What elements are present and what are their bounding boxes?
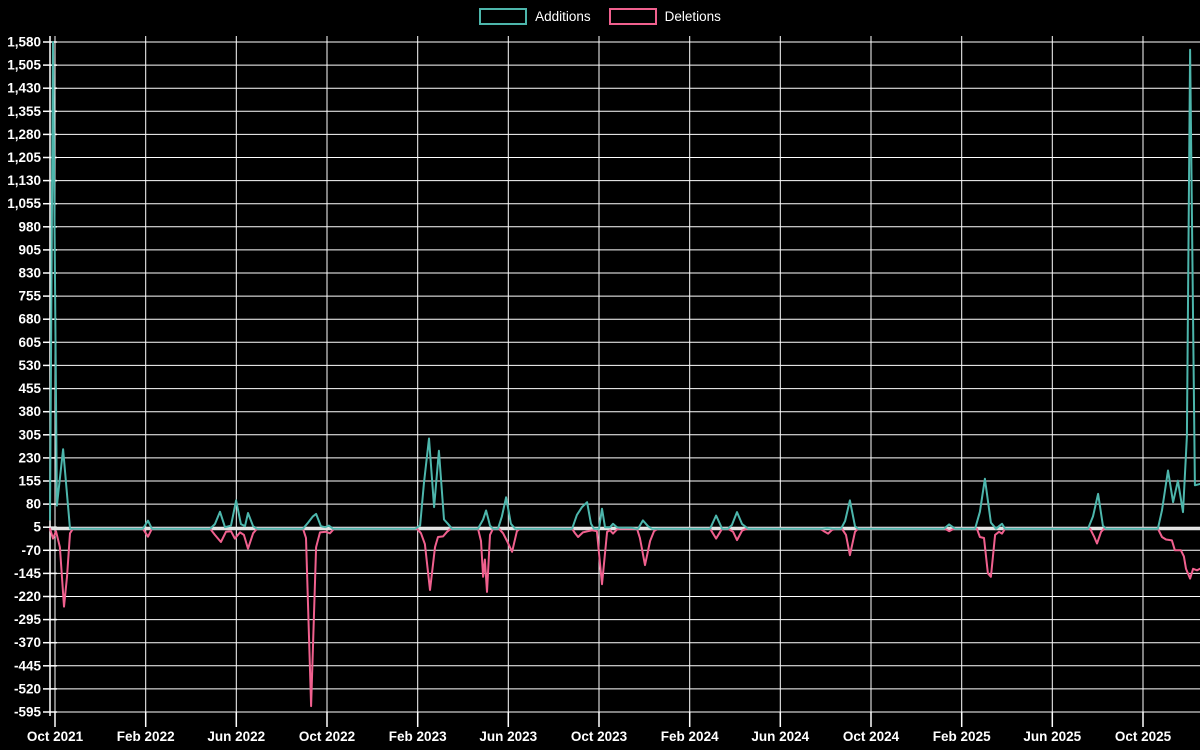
additions-line[interactable] — [49, 41, 1200, 530]
x-tick-label: Feb 2024 — [661, 729, 719, 744]
legend-item-additions[interactable]: Additions — [479, 8, 591, 25]
x-tick-label: Oct 2024 — [843, 729, 900, 744]
y-tick-label: 905 — [18, 242, 41, 257]
x-tick-label: Feb 2023 — [389, 729, 447, 744]
y-tick-label: 1,130 — [7, 173, 41, 188]
x-tick-label: Oct 2021 — [27, 729, 84, 744]
y-tick-label: 1,580 — [7, 35, 41, 50]
y-tick-label: 1,205 — [7, 150, 41, 165]
y-tick-label: 455 — [18, 381, 41, 396]
y-tick-label: 155 — [18, 474, 41, 489]
x-tick-label: Jun 2022 — [207, 729, 265, 744]
y-tick-label: 605 — [18, 335, 41, 350]
x-tick-label: Feb 2022 — [117, 729, 175, 744]
y-tick-label: 830 — [18, 266, 41, 281]
y-tick-label: -295 — [14, 612, 42, 627]
y-tick-label: 230 — [18, 450, 41, 465]
y-tick-label: 1,355 — [7, 104, 41, 119]
y-tick-label: -70 — [21, 543, 41, 558]
y-tick-label: 1,430 — [7, 81, 41, 96]
y-tick-label: 530 — [18, 358, 41, 373]
y-tick-label: 1,505 — [7, 58, 41, 73]
y-tick-label: 5 — [33, 520, 41, 535]
y-tick-label: 980 — [18, 219, 41, 234]
deletions-swatch-icon — [608, 8, 657, 25]
x-tick-label: Feb 2025 — [933, 729, 991, 744]
y-tick-label: -220 — [14, 589, 41, 604]
y-tick-label: -595 — [14, 705, 42, 720]
y-tick-label: -145 — [14, 566, 42, 581]
y-tick-label: -520 — [14, 681, 41, 696]
legend-label-deletions: Deletions — [664, 9, 721, 24]
y-tick-label: 80 — [26, 497, 41, 512]
additions-swatch-icon — [479, 8, 528, 25]
chart-legend: Additions Deletions — [0, 8, 1200, 25]
x-tick-label: Jun 2025 — [1023, 729, 1081, 744]
x-tick-label: Oct 2025 — [1115, 729, 1172, 744]
y-tick-label: 305 — [18, 427, 41, 442]
y-tick-label: 1,280 — [7, 127, 41, 142]
y-tick-label: -370 — [14, 635, 41, 650]
x-tick-label: Oct 2023 — [571, 729, 628, 744]
y-tick-label: -445 — [14, 658, 42, 673]
x-tick-label: Oct 2022 — [299, 729, 355, 744]
y-tick-label: 755 — [18, 289, 41, 304]
x-tick-label: Jun 2024 — [751, 729, 809, 744]
x-tick-label: Jun 2023 — [479, 729, 537, 744]
y-tick-label: 680 — [18, 312, 41, 327]
y-tick-label: 380 — [18, 404, 41, 419]
legend-label-additions: Additions — [535, 9, 591, 24]
y-tick-label: 1,055 — [7, 196, 41, 211]
deletions-line[interactable] — [49, 527, 1200, 708]
legend-item-deletions[interactable]: Deletions — [608, 8, 721, 25]
